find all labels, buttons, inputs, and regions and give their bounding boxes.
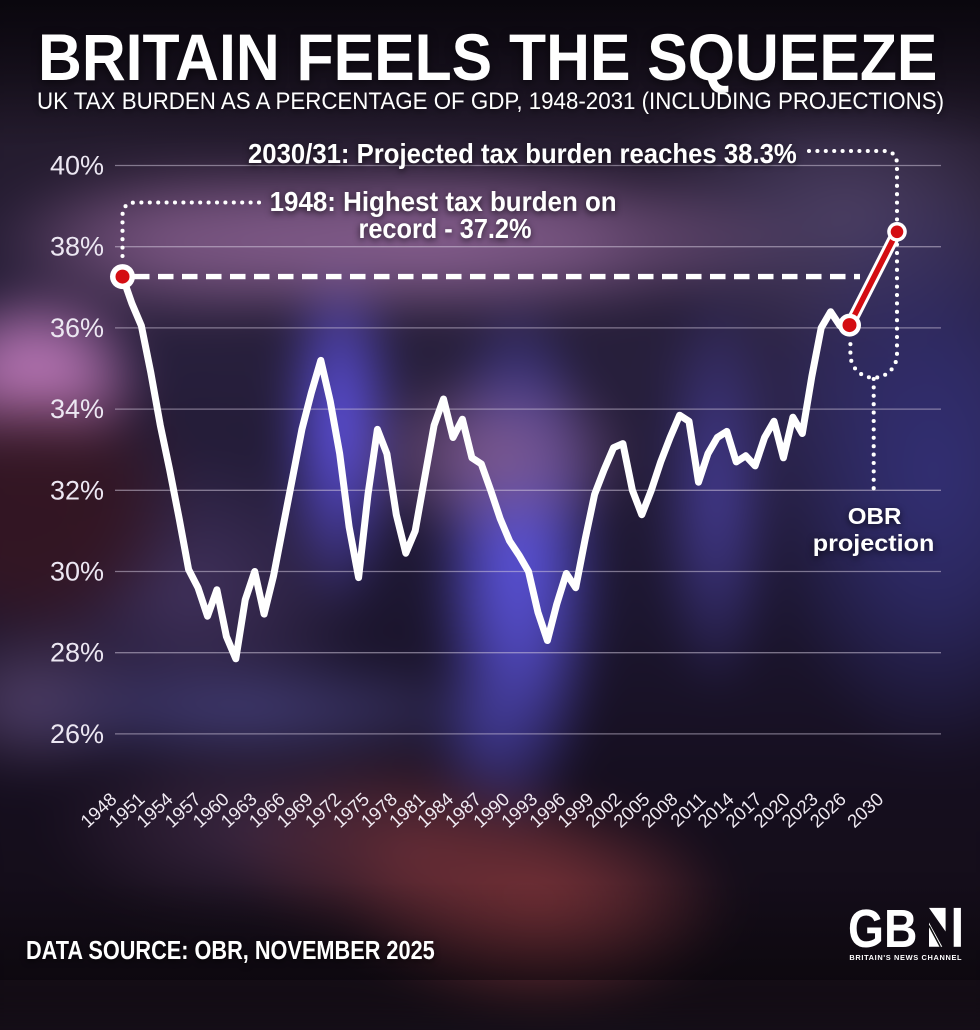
svg-text:36%: 36% (50, 313, 104, 343)
svg-text:28%: 28% (50, 638, 104, 668)
svg-text:38%: 38% (50, 232, 104, 262)
svg-text:30%: 30% (50, 557, 104, 587)
svg-text:32%: 32% (50, 475, 104, 505)
svg-text:26%: 26% (50, 719, 104, 749)
svg-text:40%: 40% (50, 151, 104, 181)
svg-text:2030: 2030 (843, 788, 887, 831)
svg-text:34%: 34% (50, 394, 104, 424)
